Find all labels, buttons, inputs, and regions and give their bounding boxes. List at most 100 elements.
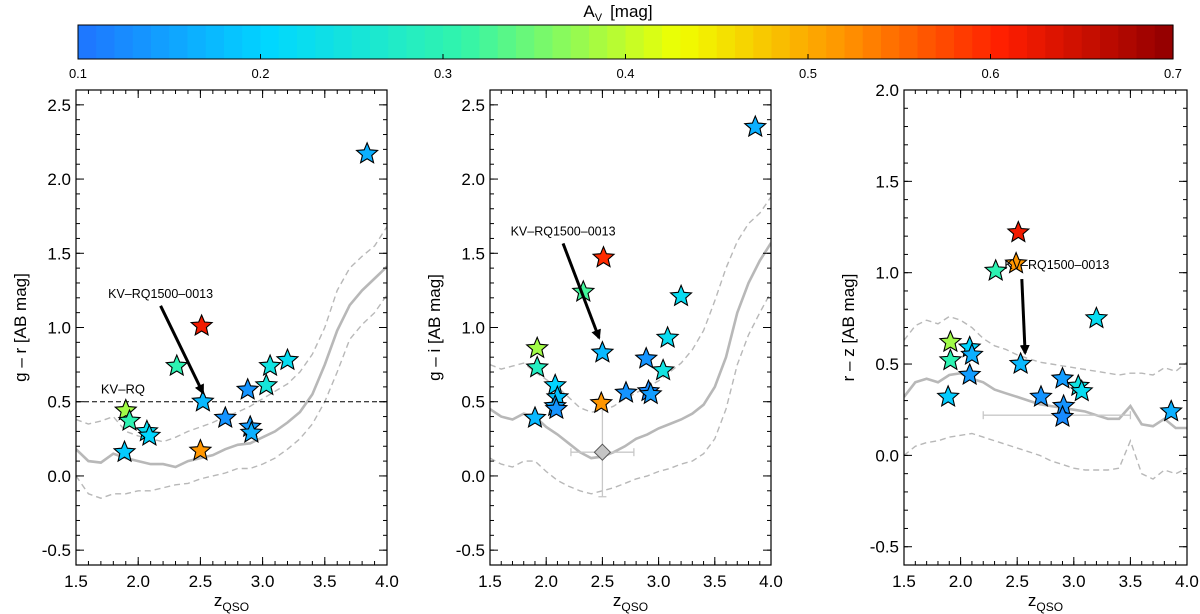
colorbar-segment [1081,25,1101,59]
x-tick-label: 2.5 [591,572,615,591]
data-star [191,389,215,412]
data-star [1069,378,1094,402]
panel-g-i: KV–RQ1500–0013 1.5 2.0 2.5 3.0 3.5 4.0 -0.5 0.0 0… [425,89,783,614]
data-star [590,340,615,363]
panel-r-z: KV–RQ1500–0013 1.5 2.0 2.5 3.0 3.5 4.0 -0.5 0.0 0… [839,81,1199,614]
colorbar-segment [205,25,225,59]
data-star [1084,305,1109,329]
colorbar-segment [114,25,134,59]
reference-line-label: KV–RQ [101,382,145,397]
colorbar-segment [1136,25,1156,59]
colorbar-segment [96,25,116,59]
error-diamond [593,443,612,461]
colorbar-tick-label: 0.2 [251,66,269,81]
colorbar-segment [132,25,152,59]
colorbar-segment [862,25,882,59]
annotation-label: KV–RQ1500–0013 [511,224,616,238]
data-star [1008,351,1033,375]
axes-frame [489,89,772,566]
x-tick-label: 2.0 [534,572,558,591]
panel-g-r: KV–RQ KV–RQ1500–0013 1.5 2.0 2.5 3.0 3.5 4.0 -0.… [11,89,399,614]
colorbar-segment [1063,25,1083,59]
colorbar-tick-label: 0.6 [981,66,999,81]
colorbar-tick-label: 0.3 [434,66,452,81]
y-tick-label: -0.5 [870,538,899,557]
x-tick-label: 2.0 [126,572,150,591]
colorbar-segment [497,25,517,59]
data-star [960,342,984,365]
y-tick-label: 0.0 [461,467,485,486]
x-tick-label: 3.0 [1062,572,1086,591]
colorbar-segment [844,25,864,59]
colorbar-segment [333,25,353,59]
data-star [1006,220,1031,243]
x-tick-label: 2.5 [1005,572,1029,591]
data-star [614,380,638,403]
annotation-arrow [1019,278,1030,356]
data-star [957,362,982,386]
data-star [591,245,616,268]
colorbar-segment [443,25,462,59]
colorbar-segment [1154,25,1174,59]
annotation-arrow [561,242,601,340]
colorbar-segment [990,25,1010,59]
colorbar-segment [1008,25,1028,59]
error-bar [570,407,635,498]
colorbar-segment [224,25,243,59]
data-star [239,420,264,443]
colorbar-segment [1118,25,1138,59]
data-star [651,358,675,381]
data-star [164,353,189,377]
x-tick-label: 3.5 [1119,572,1143,591]
x-tick-label: 1.5 [478,572,502,591]
data-star [355,141,379,164]
colorbar-segment [516,25,535,59]
x-tick-label: 3.5 [313,572,337,591]
x-axis-label: zQSO [1028,591,1063,614]
colorbar-segment [643,25,663,59]
y-tick-label: 1.5 [47,244,71,263]
y-tick-label: 0.5 [461,393,485,412]
colorbar-segment [972,25,992,59]
data-star [523,405,547,429]
colorbar-segment [625,25,645,59]
colorbar-segment [771,25,791,59]
x-tick-label: 2.0 [949,572,973,591]
axes-frame [903,89,1188,566]
x-tick-label: 1.5 [64,572,88,591]
y-tick-label: -0.5 [456,541,485,560]
x-axis-label: zQSO [613,591,648,614]
lower-track [904,432,1187,480]
y-axis-label: g – r [AB mag] [11,273,30,382]
data-star [525,355,550,378]
data-star [254,372,279,396]
x-tick-label: 3.5 [703,572,727,591]
colorbar-segment [1045,25,1065,59]
axes-frame [75,89,388,566]
colorbar-segment [370,25,389,59]
colorbar-segment [388,25,408,59]
colorbar-segment [1027,25,1046,59]
colorbar-segment [680,25,700,59]
colorbar-tick-label: 0.1 [69,66,87,81]
x-axis-label: zQSO [214,591,249,614]
lower-track [76,294,387,499]
data-star [655,325,680,348]
y-axis-label: r – z [AB mag] [839,274,858,382]
x-tick-label: 3.0 [251,572,275,591]
y-tick-label: 1.5 [875,172,899,191]
y-tick-label: 2.5 [47,96,71,115]
colorbar-segment [351,25,371,59]
colorbar-segment [278,25,298,59]
lower-track [490,291,771,495]
data-star [983,258,1008,281]
colorbar-segment [570,25,590,59]
y-tick-label: 0.5 [875,355,899,374]
y-tick-label: 0.0 [875,446,899,465]
colorbar-segment [424,25,444,59]
plot-area [490,114,771,498]
colorbar-segment [954,25,973,59]
data-star [1029,384,1053,407]
colorbar-label: AV [mag] [583,2,652,24]
